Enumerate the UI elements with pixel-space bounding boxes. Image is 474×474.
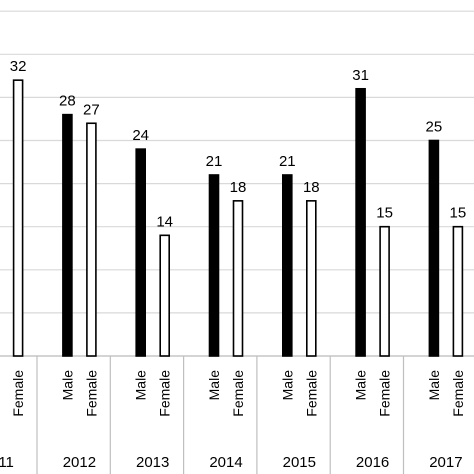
sub-label-male-2016: Male (353, 370, 369, 401)
bar-female-2017 (452, 225, 464, 357)
data-label-female-2014: 18 (230, 179, 247, 196)
bar-male-2015 (281, 174, 293, 357)
category-label-2015: 2015 (283, 454, 316, 471)
sub-label-male-2017: Male (426, 370, 442, 401)
sub-label-female-2017: Female (450, 370, 466, 417)
bar-female-2015 (305, 200, 317, 357)
bar-female-2016 (379, 225, 390, 357)
bar-male-2014 (208, 174, 220, 357)
category-label-2011: 11 (0, 454, 14, 471)
sub-label-male-2014: Male (206, 370, 222, 401)
bar-male-2016 (355, 87, 366, 357)
data-label-female-2017: 15 (450, 205, 467, 222)
sub-label-female-2011: Female (10, 370, 26, 417)
data-label-male-2016: 31 (352, 67, 369, 84)
bar-male-2012 (62, 113, 73, 357)
category-label-2012: 2012 (63, 454, 96, 471)
data-label-male-2015: 21 (279, 153, 296, 170)
data-label-female-2012: 27 (83, 101, 100, 118)
data-label-female-2011: 32 (10, 58, 27, 75)
category-label-2016: 2016 (356, 454, 389, 471)
sub-label-male-2012: Male (59, 370, 75, 401)
sub-label-female-2015: Female (303, 370, 319, 417)
category-label-2017: 2017 (429, 454, 462, 471)
sub-label-female-2012: Female (83, 370, 99, 417)
sub-label-male-2013: Male (133, 370, 149, 401)
data-label-female-2015: 18 (303, 179, 320, 196)
bar-female-2013 (159, 234, 170, 357)
data-label-male-2012: 28 (59, 93, 76, 110)
data-label-male-2017: 25 (426, 119, 443, 136)
data-label-male-2013: 24 (132, 127, 149, 144)
bar-female-2014 (232, 200, 244, 357)
bar-male-2017 (428, 139, 440, 357)
bar-female-2011 (12, 79, 24, 357)
bar-male-2013 (135, 148, 146, 357)
bar-female-2012 (86, 122, 97, 357)
sub-label-male-2011: Male (0, 370, 2, 401)
sub-label-female-2013: Female (157, 370, 173, 417)
data-label-female-2013: 14 (156, 213, 173, 230)
sub-label-male-2015: Male (279, 370, 295, 401)
data-label-male-2014: 21 (206, 153, 223, 170)
data-label-female-2016: 15 (376, 205, 393, 222)
sub-label-female-2014: Female (230, 370, 246, 417)
category-label-2013: 2013 (136, 454, 169, 471)
category-label-2014: 2014 (209, 454, 242, 471)
sub-label-female-2016: Female (377, 370, 393, 417)
